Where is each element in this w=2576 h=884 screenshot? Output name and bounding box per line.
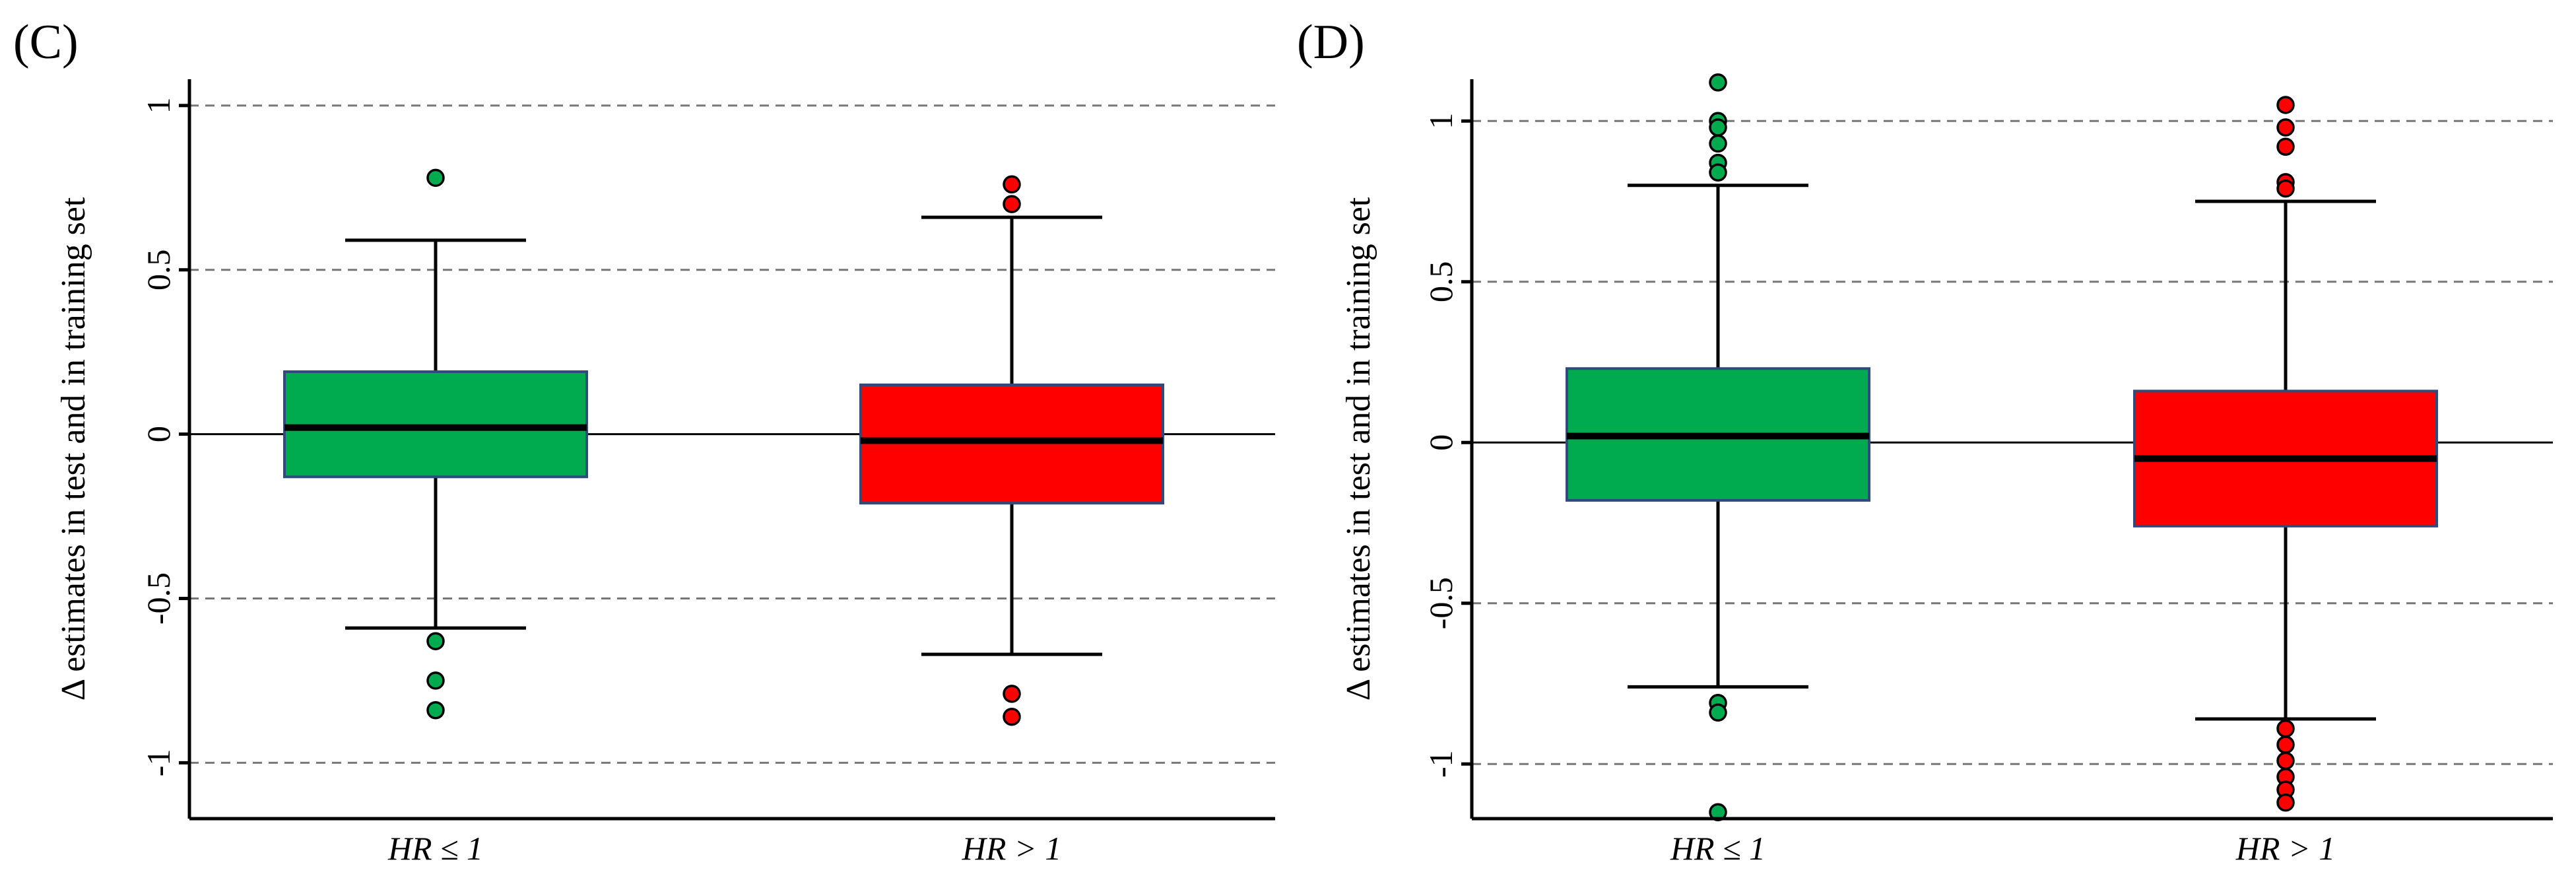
outlier-point — [426, 671, 445, 690]
y-tick-label: 1 — [1422, 113, 1459, 129]
box-hr-le-1 — [283, 168, 588, 720]
y-ticks-d: 1 0.5 0 -0.5 -1 — [1422, 113, 1472, 778]
panel-c: (C) Δ estimates in test and in training … — [13, 15, 1275, 867]
y-tick-label: -1 — [140, 749, 177, 777]
outlier-point — [1709, 118, 1727, 137]
y-tick-label: 0.5 — [1422, 261, 1459, 303]
category-labels-d: HR ≤ 1 HR > 1 — [1670, 830, 2335, 867]
outlier-point — [426, 700, 445, 720]
category-label: HR > 1 — [2235, 830, 2335, 867]
outlier-point — [2276, 719, 2295, 738]
box-hr-le-1 — [1566, 73, 1870, 822]
outlier-point — [1709, 703, 1727, 722]
outlier-point — [2276, 735, 2295, 754]
y-tick-label: -0.5 — [1422, 577, 1459, 629]
y-tick-label: 0 — [1422, 434, 1459, 451]
outlier-point — [2276, 96, 2295, 114]
y-axis-label-d: Δ estimates in test and in training set — [1340, 197, 1377, 700]
outlier-point — [2276, 137, 2295, 156]
panel-label-c: (C) — [13, 15, 79, 69]
outlier-point — [426, 168, 445, 187]
category-label: HR ≤ 1 — [1670, 830, 1766, 867]
y-tick-label: 0 — [140, 426, 177, 442]
outlier-point — [1709, 73, 1727, 92]
category-label: HR > 1 — [962, 830, 1061, 867]
outlier-point — [1709, 134, 1727, 153]
outlier-point — [1003, 707, 1021, 726]
outlier-point — [2276, 793, 2295, 812]
panel-label-d: (D) — [1297, 15, 1365, 69]
category-label: HR ≤ 1 — [387, 830, 483, 867]
y-tick-label: 0.5 — [140, 249, 177, 290]
box-hr-gt-1 — [2133, 96, 2438, 812]
outlier-point — [426, 632, 445, 650]
y-tick-label: 1 — [140, 97, 177, 114]
outlier-point — [1709, 163, 1727, 182]
outlier-point — [2276, 751, 2295, 770]
y-axis-label-c: Δ estimates in test and in training set — [55, 197, 92, 700]
outlier-point — [1003, 685, 1021, 703]
outlier-point — [1003, 195, 1021, 213]
boxes-c — [283, 168, 1164, 726]
category-labels-c: HR ≤ 1 HR > 1 — [387, 830, 1061, 867]
box-hr-gt-1 — [859, 175, 1164, 726]
y-tick-label: -0.5 — [140, 572, 177, 625]
boxes-d — [1566, 73, 2438, 822]
y-tick-label: -1 — [1422, 750, 1459, 778]
outlier-point — [2276, 179, 2295, 198]
outlier-point — [2276, 118, 2295, 137]
panel-d: (D) Δ estimates in test and in training … — [1297, 15, 2553, 867]
outlier-point — [1003, 175, 1021, 194]
y-ticks-c: 1 0.5 0 -0.5 -1 — [140, 97, 189, 776]
